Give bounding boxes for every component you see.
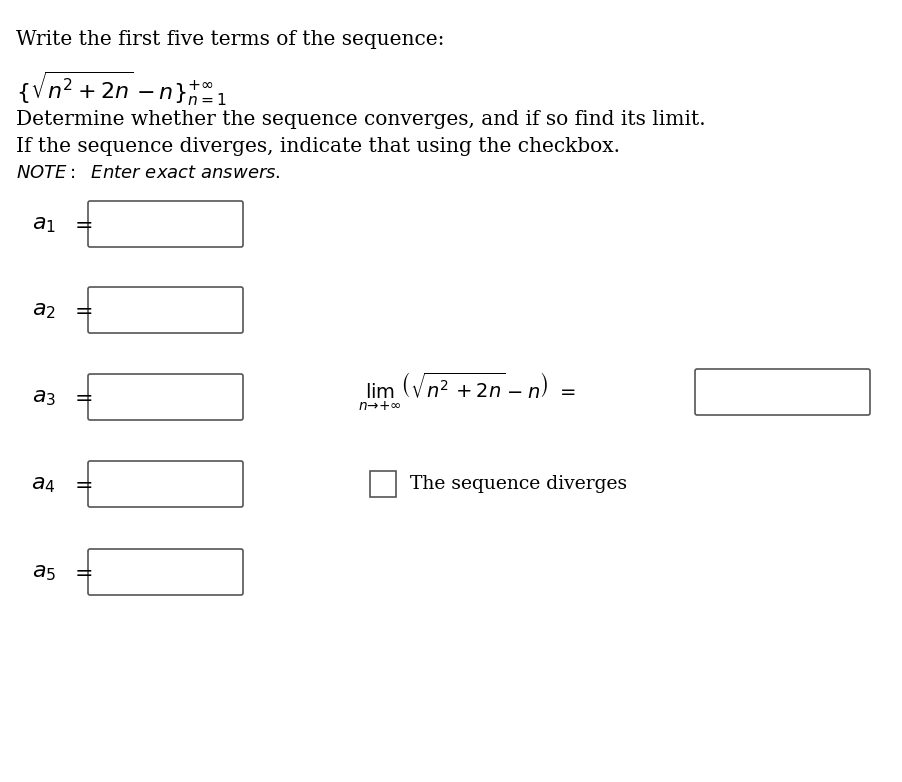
Text: $=$: $=$	[70, 473, 93, 495]
Bar	[370, 471, 396, 497]
Text: The sequence diverges: The sequence diverges	[410, 475, 627, 493]
FancyBboxPatch shape	[88, 287, 243, 333]
FancyBboxPatch shape	[695, 369, 870, 415]
Text: $a_5$: $a_5$	[32, 561, 56, 583]
Text: $=$: $=$	[70, 299, 93, 321]
Text: $\lim_{n\to+\infty}\left(\sqrt{n^2+2n}-n\right)\ =$: $\lim_{n\to+\infty}\left(\sqrt{n^2+2n}-n…	[358, 371, 575, 413]
Text: $a_2$: $a_2$	[32, 299, 56, 321]
Text: $=$: $=$	[70, 561, 93, 583]
FancyBboxPatch shape	[88, 461, 243, 507]
Text: $=$: $=$	[70, 386, 93, 408]
Text: $a_1$: $a_1$	[32, 213, 56, 235]
Text: Determine whether the sequence converges, and if so find its limit.: Determine whether the sequence converges…	[16, 110, 705, 129]
Text: $\mathit{NOTE}$$\mathit{:\ \ Enter\ exact\ answers.}$: $\mathit{NOTE}$$\mathit{:\ \ Enter\ exac…	[16, 164, 281, 182]
FancyBboxPatch shape	[88, 549, 243, 595]
Text: $\{\sqrt{n^2+2n}-n\}_{n=1}^{+\infty}$: $\{\sqrt{n^2+2n}-n\}_{n=1}^{+\infty}$	[16, 70, 226, 109]
Text: $a_4$: $a_4$	[32, 473, 56, 495]
Text: $=$: $=$	[70, 213, 93, 235]
Text: Write the first five terms of the sequence:: Write the first five terms of the sequen…	[16, 30, 445, 49]
FancyBboxPatch shape	[88, 374, 243, 420]
FancyBboxPatch shape	[88, 201, 243, 247]
Text: $a_3$: $a_3$	[32, 386, 56, 408]
Text: If the sequence diverges, indicate that using the checkbox.: If the sequence diverges, indicate that …	[16, 137, 620, 156]
